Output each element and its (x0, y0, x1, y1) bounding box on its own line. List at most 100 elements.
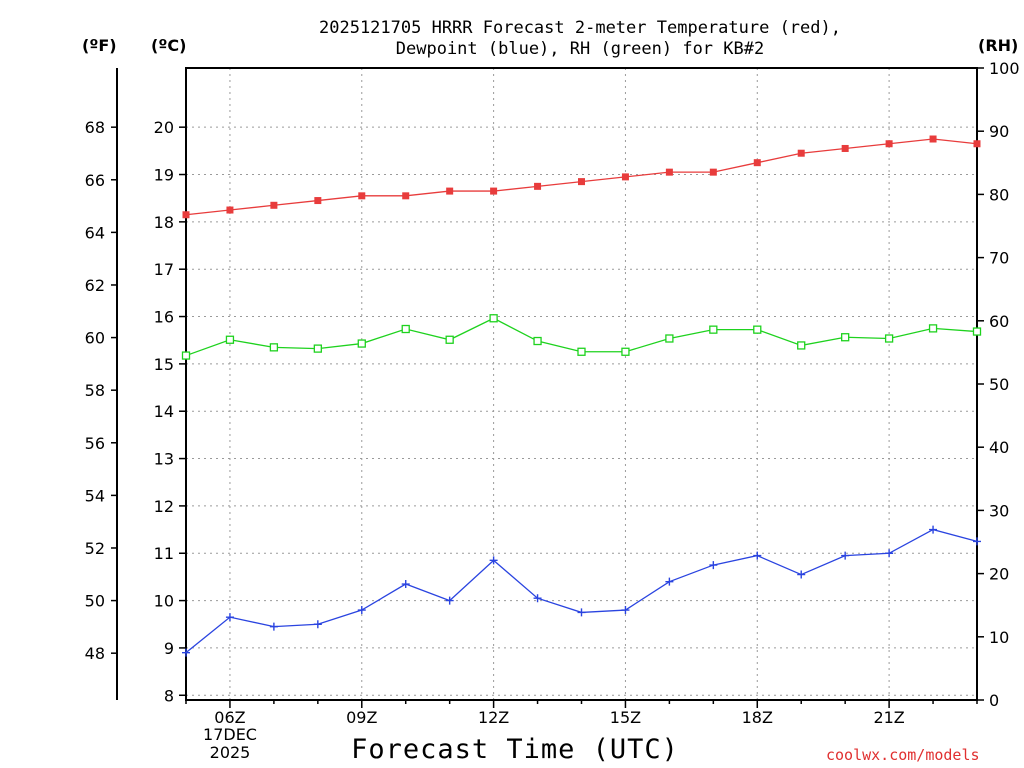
rh-point (928, 324, 938, 333)
temperature-line (185, 138, 978, 216)
dewpoint-point (269, 622, 278, 631)
fahrenheit-tick-label: 56 (85, 434, 105, 453)
temperature-point (665, 168, 673, 176)
celsius-tick-label: 20 (154, 118, 174, 137)
temperature-point (182, 211, 190, 219)
celsius-unit-label: (ºC) (151, 36, 187, 55)
rh-tick-label: 10 (989, 628, 1009, 647)
fahrenheit-tick-label: 68 (85, 118, 105, 137)
dewpoint-point (621, 606, 630, 615)
series-layer (181, 135, 982, 657)
rh-unit-label: (RH) (978, 36, 1019, 55)
dewpoint-point (885, 549, 894, 558)
rh-point (709, 325, 718, 334)
dewpoint-point (709, 561, 718, 570)
chart-title-line-1: 2025121705 HRRR Forecast 2-meter Tempera… (319, 18, 841, 38)
dewpoint-point (929, 525, 938, 534)
rh-tick-label: 90 (989, 122, 1009, 141)
dewpoint-point (182, 648, 190, 657)
celsius-tick-label: 12 (154, 497, 174, 516)
fahrenheit-tick-label: 64 (85, 223, 105, 242)
celsius-tick-label: 8 (164, 686, 174, 705)
rh-point (577, 347, 586, 356)
rh-point (621, 347, 630, 356)
dewpoint-point (797, 570, 806, 579)
rh-tick-label: 70 (989, 249, 1009, 268)
celsius-tick-label: 16 (154, 308, 174, 327)
dewpoint-point (489, 556, 498, 565)
fahrenheit-tick-label: 50 (85, 592, 105, 611)
celsius-tick-label: 9 (164, 639, 174, 658)
fahrenheit-tick-label: 58 (85, 381, 105, 400)
date-label: 17DEC 2025 (190, 726, 270, 762)
temperature-point (314, 197, 322, 205)
fahrenheit-unit-label: (ºF) (82, 36, 117, 55)
x-tick-label: 09Z (346, 708, 377, 727)
grid-layer (186, 68, 977, 700)
rh-point (533, 336, 542, 346)
fahrenheit-tick-label: 66 (85, 171, 105, 190)
rh-tick-label: 60 (989, 312, 1009, 331)
celsius-tick-label: 13 (154, 450, 174, 469)
rh-point (753, 325, 762, 334)
x-tick-label: 12Z (478, 708, 509, 727)
rh-tick-label: 50 (989, 375, 1009, 394)
chart-title-line-2: Dewpoint (blue), RH (green) for KB#2 (395, 39, 765, 59)
fahrenheit-tick-label: 60 (85, 329, 105, 348)
dewpoint-point (533, 594, 542, 603)
rh-point (445, 335, 454, 344)
rh-point (972, 327, 982, 336)
axes-layer: 8 9 10 11 12 13 14 15 16 17 18 19 20 48 50 52 54 56 58 60 62… (85, 59, 1020, 727)
temperature-point (270, 201, 278, 209)
rh-point (269, 343, 279, 352)
fahrenheit-tick-label: 48 (85, 644, 105, 663)
rh-point (489, 314, 498, 323)
rh-point (665, 334, 674, 343)
dewpoint-point (973, 537, 981, 546)
temperature-point (578, 178, 585, 186)
temperature-point (490, 187, 498, 195)
temperature-point (929, 135, 937, 143)
fahrenheit-tick-label: 52 (85, 539, 105, 558)
dewpoint-point (665, 577, 674, 586)
temperature-point (973, 140, 981, 148)
dewpoint-line (185, 528, 978, 654)
celsius-tick-label: 19 (154, 166, 174, 185)
credit-link[interactable]: coolwx.com/models (826, 746, 980, 764)
rh-tick-label: 80 (989, 185, 1009, 204)
rh-point (841, 333, 850, 342)
temperature-point (841, 144, 849, 152)
x-tick-label: 15Z (610, 708, 641, 727)
rh-point (401, 324, 410, 334)
fahrenheit-tick-label: 54 (85, 486, 105, 505)
rh-tick-label: 40 (989, 438, 1009, 457)
rh-tick-label: 100 (989, 59, 1020, 78)
celsius-tick-label: 17 (154, 260, 174, 279)
dewpoint-point (225, 613, 234, 622)
rh-point (797, 341, 806, 350)
x-tick-label: 06Z (214, 708, 245, 727)
temperature-point (534, 182, 542, 190)
dewpoint-point (753, 551, 762, 560)
rh-tick-label: 30 (989, 501, 1009, 520)
temperature-point (797, 149, 805, 157)
x-tick-label: 18Z (742, 708, 773, 727)
temperature-point (446, 187, 454, 195)
date-label-day: 17DEC (203, 725, 257, 744)
dewpoint-point (577, 608, 586, 617)
celsius-tick-label: 15 (154, 355, 174, 374)
celsius-tick-label: 11 (154, 544, 174, 563)
dewpoint-point (841, 551, 850, 560)
rh-tick-label: 20 (989, 565, 1009, 584)
dewpoint-point (401, 580, 410, 589)
rh-point (225, 335, 235, 344)
rh-point (181, 351, 191, 360)
rh-tick-label: 0 (989, 691, 999, 710)
rh-point (313, 344, 322, 353)
celsius-tick-label: 18 (154, 213, 174, 232)
x-axis-label: Forecast Time (UTC) (351, 734, 679, 765)
celsius-tick-label: 10 (154, 592, 174, 611)
temperature-point (226, 206, 234, 214)
dewpoint-point (313, 620, 322, 629)
